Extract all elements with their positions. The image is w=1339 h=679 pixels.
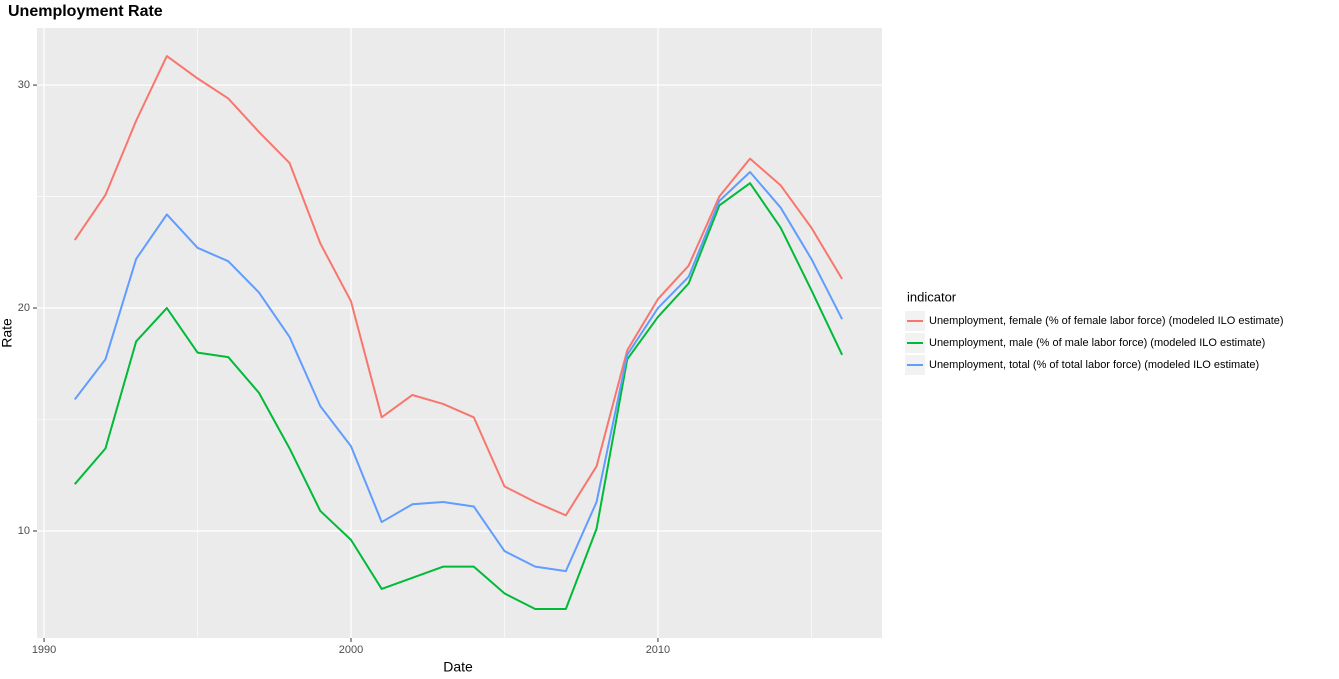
legend-label: Unemployment, total (% of total labor fo… <box>929 359 1259 371</box>
x-tick-label: 2010 <box>646 644 670 656</box>
series-line <box>73 182 844 611</box>
legend-label: Unemployment, male (% of male labor forc… <box>929 337 1265 349</box>
y-axis-label: Rate <box>0 318 15 348</box>
series-line <box>73 55 843 517</box>
y-tick-label: 10 <box>18 525 30 537</box>
chart-title: Unemployment Rate <box>8 3 163 20</box>
x-tick-label: 2000 <box>339 644 363 656</box>
y-tick-label: 30 <box>18 79 30 91</box>
legend-label: Unemployment, female (% of female labor … <box>929 315 1284 327</box>
x-tick-label: 1990 <box>32 644 56 656</box>
x-axis-label: Date <box>443 659 473 675</box>
y-tick-label: 20 <box>18 302 30 314</box>
series-line <box>73 171 843 573</box>
legend-title: indicator <box>907 289 957 304</box>
plot-panel <box>37 28 882 638</box>
